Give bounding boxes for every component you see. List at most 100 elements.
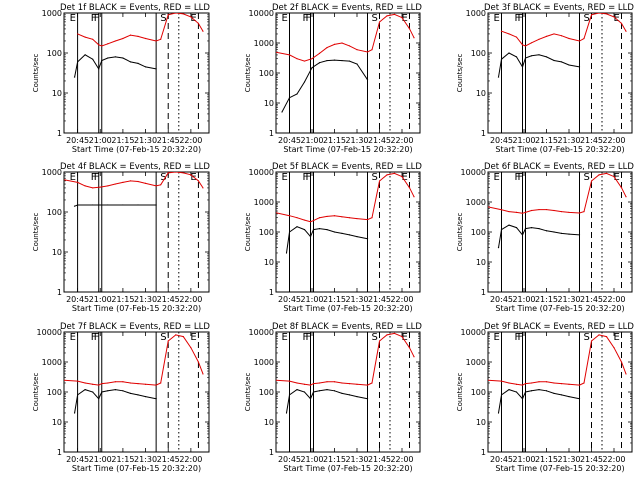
series-point bbox=[101, 45, 103, 47]
series-point bbox=[333, 381, 336, 383]
series-point bbox=[137, 394, 139, 396]
x-tick-label: 21:45 bbox=[157, 136, 180, 145]
series-point bbox=[62, 179, 63, 180]
y-tick-label: 10000 bbox=[249, 328, 274, 337]
event-marker-label: E bbox=[282, 172, 288, 183]
event-marker-label: F bbox=[518, 13, 524, 24]
x-tick-label: 20:45 bbox=[278, 455, 301, 464]
event-marker-label: S bbox=[160, 332, 166, 343]
y-tick-label: 10 bbox=[52, 248, 62, 257]
panel-2: Det 2f BLACK = Events, RED = LLD 1 10 100 10… bbox=[244, 3, 422, 154]
series-point bbox=[137, 204, 139, 206]
series-point bbox=[500, 209, 503, 211]
series-point bbox=[309, 384, 312, 386]
series-point bbox=[122, 37, 124, 40]
event-marker-label: S bbox=[584, 172, 590, 183]
series-point bbox=[318, 227, 321, 230]
series-point bbox=[598, 174, 600, 176]
event-marker-label: S bbox=[584, 332, 590, 343]
series-point bbox=[613, 176, 615, 178]
plot-frame bbox=[275, 331, 421, 453]
series-point bbox=[545, 390, 548, 392]
x-tick-label: 20:45 bbox=[278, 136, 301, 145]
y-tick-label: 100 bbox=[259, 228, 274, 237]
series-point bbox=[114, 56, 116, 58]
series-point bbox=[530, 390, 533, 392]
panel-title: Det 3f BLACK = Events, RED = LLD bbox=[484, 3, 634, 13]
x-tick-label: 20:45 bbox=[490, 455, 513, 464]
series-point bbox=[366, 79, 369, 81]
series-point bbox=[356, 49, 358, 51]
series-point bbox=[167, 14, 169, 16]
series-point bbox=[326, 47, 328, 49]
series-point bbox=[578, 398, 581, 400]
series-point bbox=[560, 61, 563, 63]
series-point bbox=[408, 28, 411, 30]
series-point bbox=[190, 347, 192, 349]
series-point bbox=[122, 381, 124, 383]
panel-title: Det 2f BLACK = Events, RED = LLD bbox=[272, 3, 422, 13]
series-point bbox=[524, 211, 527, 214]
series-point bbox=[288, 231, 291, 233]
series-point bbox=[497, 76, 500, 78]
event-marker-label: F bbox=[91, 13, 97, 24]
series-point bbox=[326, 381, 328, 383]
series-point bbox=[107, 43, 109, 45]
event-marker-label: E bbox=[494, 332, 500, 343]
y-tick-label: 10000 bbox=[249, 168, 274, 177]
series-point bbox=[568, 396, 570, 398]
series-point bbox=[538, 381, 540, 383]
series-point bbox=[303, 229, 306, 231]
series-line-events bbox=[74, 389, 157, 414]
series-point bbox=[386, 334, 388, 336]
series-point bbox=[348, 383, 351, 385]
series-line-events bbox=[498, 52, 580, 78]
series-point bbox=[309, 398, 312, 400]
y-tick-label: 100 bbox=[47, 49, 62, 58]
series-point bbox=[76, 380, 79, 382]
series-point bbox=[303, 81, 306, 83]
series-point bbox=[500, 58, 503, 60]
series-point bbox=[521, 44, 524, 46]
series-point bbox=[620, 361, 623, 363]
event-marker-label: E bbox=[402, 13, 408, 24]
event-marker-label: F bbox=[94, 172, 100, 183]
series-point bbox=[590, 14, 593, 16]
plot-frame bbox=[63, 12, 210, 134]
series-point bbox=[371, 382, 373, 384]
series-point bbox=[274, 212, 275, 213]
series-point bbox=[538, 38, 540, 40]
series-line-lld bbox=[276, 13, 415, 62]
x-axis-label: Start Time (07-Feb-15 20:32:20) bbox=[495, 145, 624, 154]
y-tick-label: 1000 bbox=[254, 198, 274, 207]
series-point bbox=[107, 57, 109, 59]
series-line-events bbox=[286, 389, 368, 414]
series-point bbox=[356, 217, 358, 220]
x-axis-label: Start Time (07-Feb-15 20:32:20) bbox=[72, 304, 201, 313]
series-line-lld bbox=[276, 332, 415, 386]
x-tick-label: 21:15 bbox=[323, 136, 346, 145]
series-point bbox=[190, 174, 192, 176]
series-point bbox=[583, 210, 585, 213]
series-point bbox=[560, 394, 563, 396]
series-point bbox=[393, 172, 396, 174]
series-point bbox=[175, 172, 177, 173]
x-tick-label: 21:15 bbox=[323, 455, 346, 464]
series-point bbox=[122, 390, 124, 392]
series-point bbox=[326, 229, 328, 231]
series-point bbox=[76, 61, 79, 63]
series-point bbox=[393, 332, 396, 334]
x-tick-label: 21:30 bbox=[557, 136, 580, 145]
y-axis-label: Counts/sec bbox=[32, 373, 40, 412]
series-point bbox=[318, 62, 321, 64]
series-point bbox=[568, 37, 570, 40]
series-point bbox=[311, 58, 313, 60]
series-point bbox=[366, 398, 369, 400]
series-point bbox=[167, 172, 169, 174]
y-tick-label: 100 bbox=[471, 388, 486, 397]
series-point bbox=[326, 215, 328, 218]
series-point bbox=[515, 56, 518, 58]
series-point bbox=[92, 391, 94, 393]
series-point bbox=[378, 21, 381, 23]
series-point bbox=[524, 57, 527, 59]
